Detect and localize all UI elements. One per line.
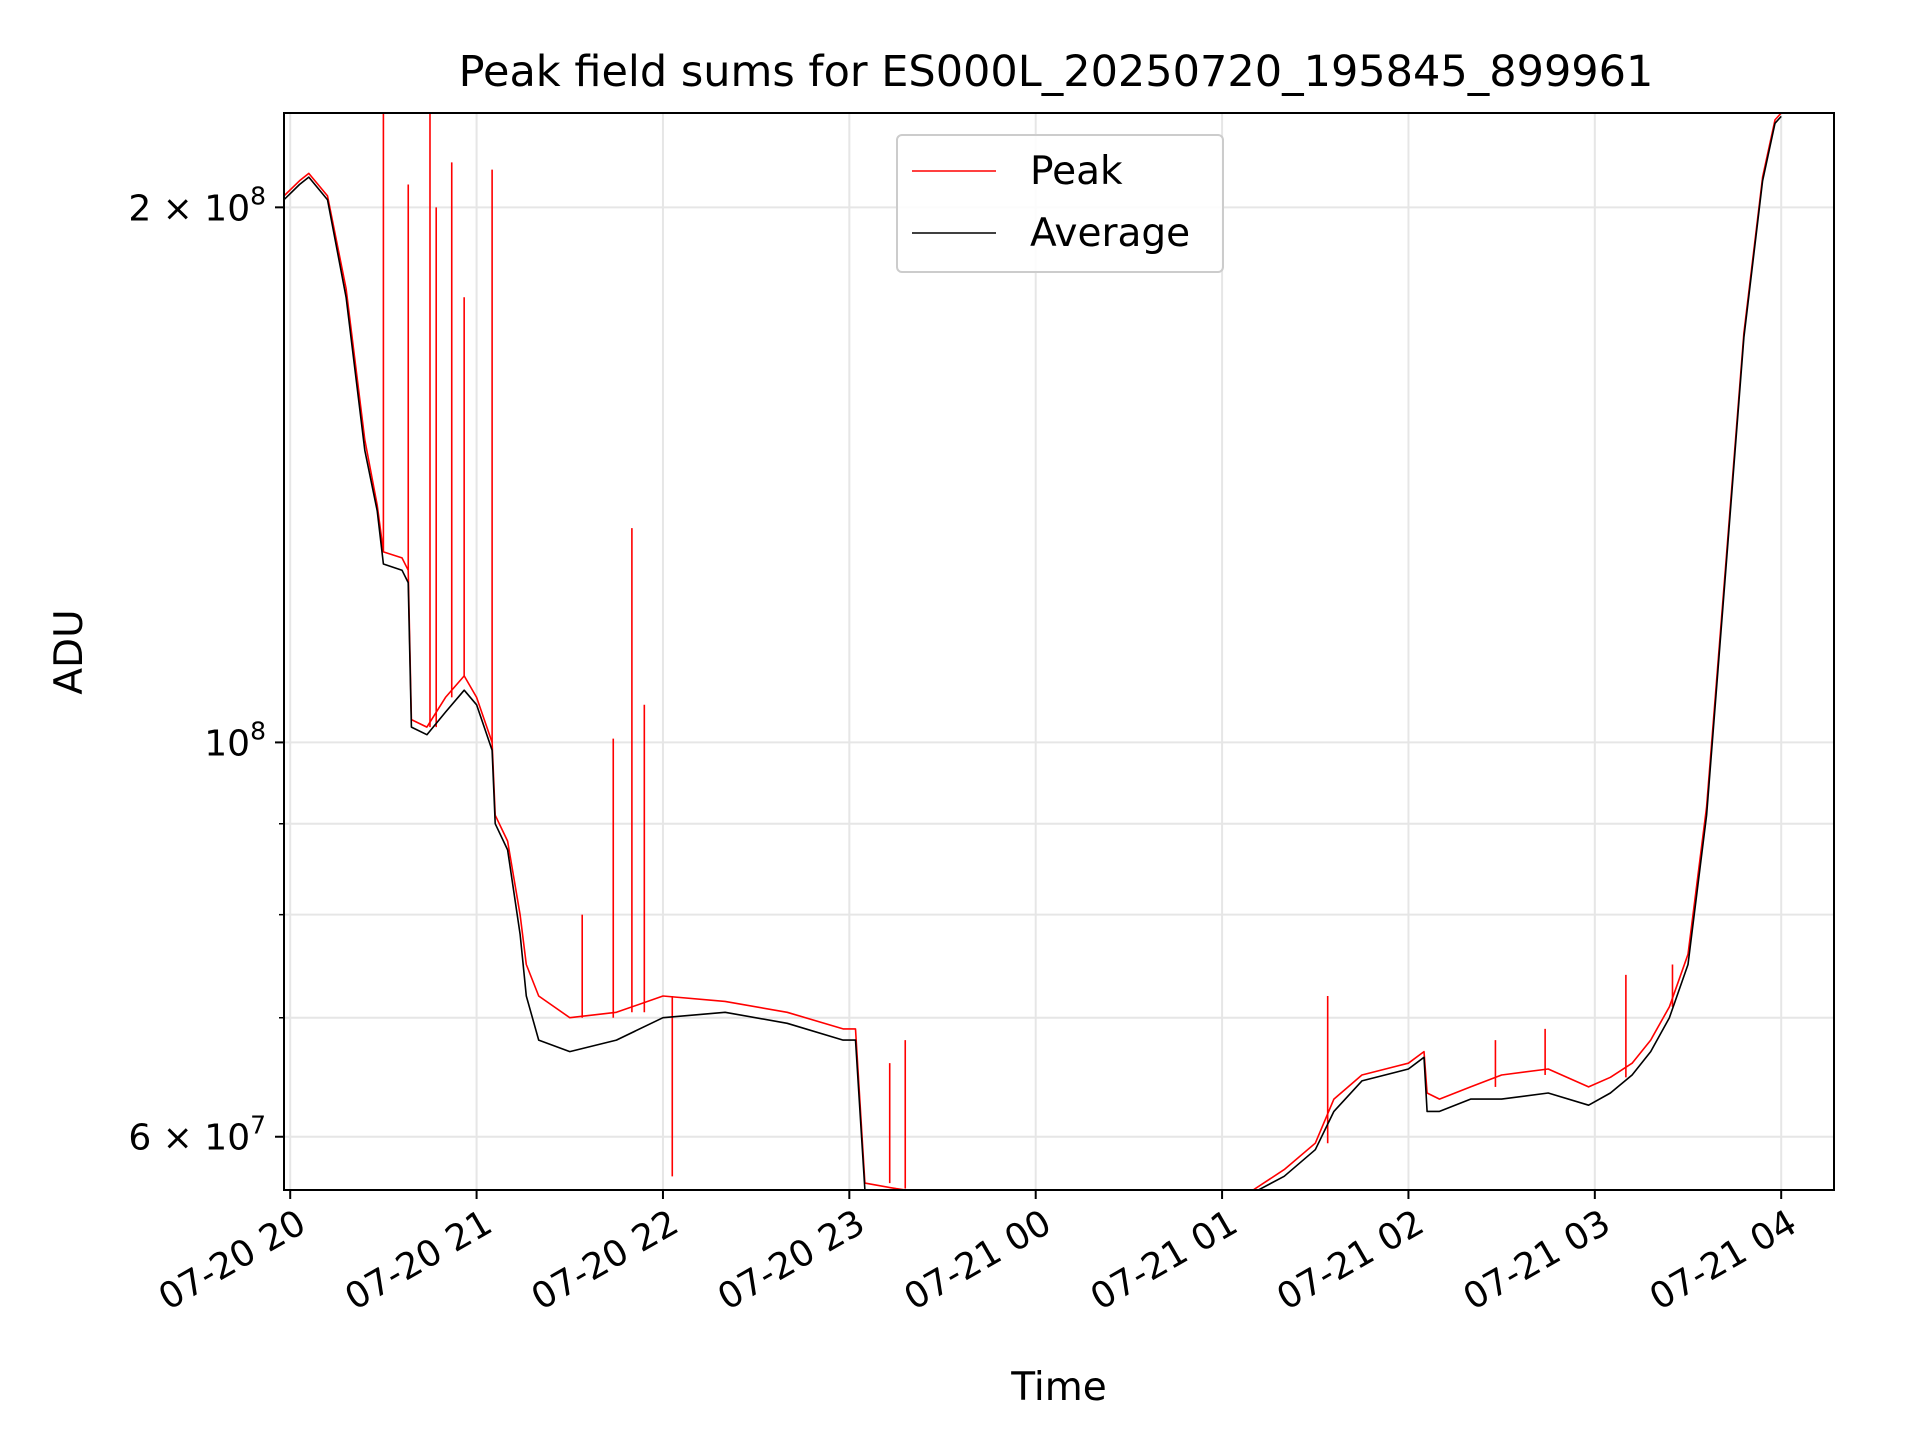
x-tick-label: 07-20 23 (711, 1202, 872, 1318)
chart-title: Peak field sums for ES000L_20250720_1958… (459, 47, 1654, 97)
x-tick-label: 07-20 22 (525, 1202, 686, 1318)
x-tick-label: 07-20 21 (338, 1202, 499, 1318)
y-axis: 6 × 107 108 2 × 108 (128, 181, 284, 1159)
legend-label-peak: Peak (1030, 149, 1123, 194)
x-tick-label: 07-21 02 (1270, 1202, 1431, 1318)
y-tick-label: 108 (204, 716, 266, 764)
x-tick-label: 07-21 00 (898, 1202, 1059, 1318)
y-gridlines (284, 206, 1834, 1138)
x-axis: 07-20 20 07-20 21 07-20 22 07-20 23 07-21 00… (152, 1190, 1804, 1319)
y-tick-label: 6 × 107 (128, 1111, 266, 1159)
plot-frame (283, 112, 1835, 1191)
y-tick-label: 2 × 108 (128, 181, 266, 229)
legend-label-average: Average (1030, 211, 1190, 256)
legend-box (896, 134, 1224, 273)
x-axis-label: Time (1010, 1365, 1106, 1410)
x-tick-label: 07-21 03 (1457, 1202, 1618, 1318)
x-tick-label: 07-20 20 (152, 1202, 313, 1318)
series-layer (284, 113, 1782, 1190)
legend: Peak Average (896, 134, 1224, 273)
x-gridlines (289, 113, 1783, 1190)
x-tick-label: 07-21 04 (1643, 1202, 1804, 1318)
y-axis-label: ADU (47, 609, 92, 694)
x-tick-label: 07-21 01 (1084, 1202, 1245, 1318)
series-line-peak (284, 113, 1782, 1190)
series-line-average (284, 115, 1782, 1190)
